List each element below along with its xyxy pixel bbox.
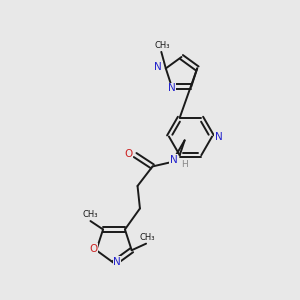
- Text: H: H: [181, 160, 188, 169]
- Text: O: O: [124, 148, 133, 159]
- Text: CH₃: CH₃: [82, 210, 98, 219]
- Text: N: N: [170, 155, 178, 165]
- Text: CH₃: CH₃: [139, 232, 155, 242]
- Text: N: N: [154, 62, 162, 72]
- Text: N: N: [168, 83, 176, 93]
- Text: N: N: [113, 256, 121, 267]
- Text: N: N: [215, 131, 223, 142]
- Text: CH₃: CH₃: [154, 41, 170, 50]
- Text: O: O: [89, 244, 98, 254]
